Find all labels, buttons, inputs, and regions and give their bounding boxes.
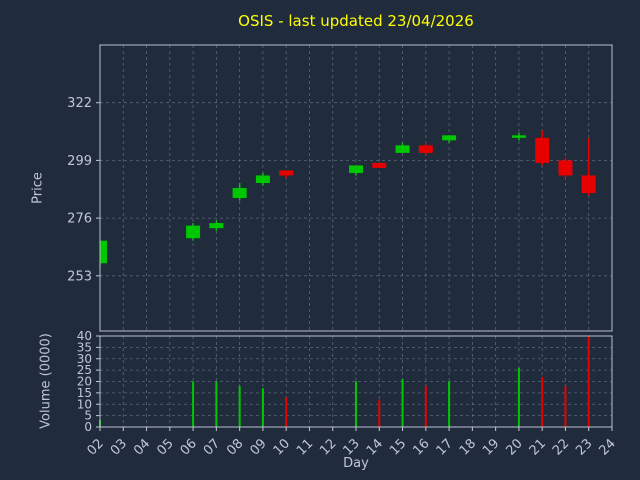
volume-tick-label: 35	[77, 340, 92, 354]
candle-body	[186, 225, 201, 239]
candle-body	[349, 165, 363, 173]
day-tick-label: 03	[108, 436, 130, 458]
day-tick-label: 18	[457, 436, 479, 458]
candle-body	[558, 160, 573, 176]
price-axes-spine	[99, 44, 613, 332]
day-tick-label: 23	[573, 436, 595, 458]
price-tick-label: 276	[67, 212, 92, 227]
candles-group	[100, 130, 596, 266]
volume-tick-label: 30	[77, 352, 92, 366]
day-tick-label: 11	[294, 436, 316, 458]
volume-tick-label: 15	[77, 386, 92, 400]
volume-tick-label: 5	[84, 409, 92, 423]
candle-body	[279, 170, 294, 176]
day-tick-label: 04	[131, 436, 153, 458]
candle-body	[581, 175, 596, 194]
day-tick-label: 17	[434, 436, 456, 458]
volume-tick-label: 25	[77, 363, 92, 377]
candle-body	[418, 145, 433, 153]
day-tick-label: 06	[178, 436, 200, 458]
candle-body	[395, 145, 410, 153]
price-tick-label: 322	[67, 96, 92, 111]
day-tick-label: 08	[224, 436, 246, 458]
candle-body	[535, 137, 550, 163]
volume-tick-label: 40	[77, 329, 92, 343]
volume-tick-label: 20	[77, 375, 92, 389]
candle-body	[209, 223, 224, 229]
day-tick-label: 10	[271, 436, 293, 458]
day-tick-label: 22	[550, 436, 572, 458]
day-tick-label: 07	[201, 436, 223, 458]
day-axis-label: Day	[343, 456, 369, 471]
day-tick-label: 20	[503, 436, 525, 458]
day-tick-label: 09	[247, 436, 269, 458]
day-tick-label: 21	[527, 436, 549, 458]
price-tick-label: 299	[67, 154, 92, 169]
day-tick-label: 24	[597, 436, 619, 458]
day-tick-label: 05	[154, 436, 176, 458]
candle-body	[255, 175, 270, 183]
day-tick-label: 15	[387, 436, 409, 458]
candle-body	[232, 188, 247, 199]
candle-body	[511, 135, 526, 138]
volume-tick-label: 0	[84, 420, 92, 434]
candle-body	[442, 135, 457, 141]
price-tick-label: 253	[67, 269, 92, 284]
day-tick-label: 19	[480, 436, 502, 458]
candle-body	[372, 162, 387, 168]
day-tick-label: 13	[341, 436, 363, 458]
candle-body	[100, 240, 107, 264]
day-tick-label: 12	[317, 436, 339, 458]
volume-tick-label: 10	[77, 397, 92, 411]
chart-title: OSIS - last updated 23/04/2026	[238, 12, 474, 30]
day-tick-label: 16	[410, 436, 432, 458]
day-tick-label: 14	[364, 436, 386, 458]
day-tick-label: 02	[85, 436, 107, 458]
